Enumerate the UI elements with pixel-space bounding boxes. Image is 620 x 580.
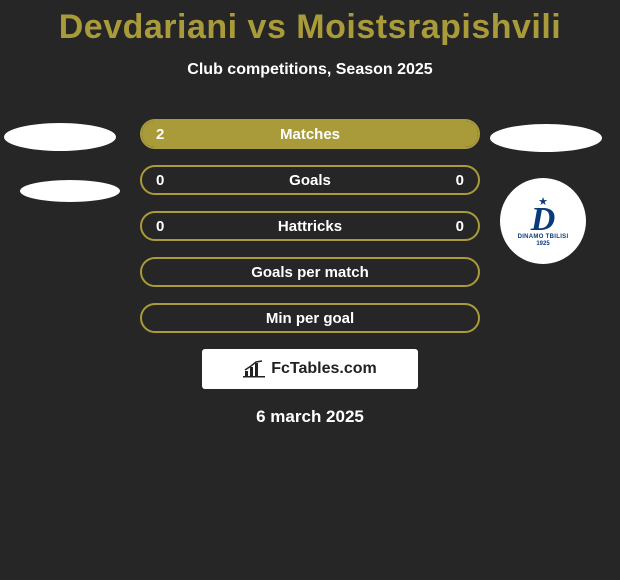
stat-label: Matches	[142, 121, 478, 147]
club-right-logo: ★ D DINAMO TBILISI 1925	[500, 178, 586, 264]
club-left-logo-placeholder	[20, 180, 120, 202]
bar-chart-icon	[243, 360, 265, 378]
subtitle: Club competitions, Season 2025	[0, 61, 620, 79]
stat-row-matches: 2 Matches	[140, 119, 480, 149]
badge-text: DINAMO TBILISI	[518, 234, 569, 240]
stat-row-goals: 0 Goals 0	[140, 165, 480, 195]
date-text: 6 march 2025	[0, 407, 620, 427]
badge-year: 1925	[536, 241, 549, 247]
stat-label: Goals per match	[142, 259, 478, 285]
stat-label: Min per goal	[142, 305, 478, 331]
site-attribution[interactable]: FcTables.com	[202, 349, 418, 389]
stat-row-goals-per-match: Goals per match	[140, 257, 480, 287]
stat-label: Hattricks	[142, 213, 478, 239]
stat-row-hattricks: 0 Hattricks 0	[140, 211, 480, 241]
player-right-photo-placeholder	[490, 124, 602, 152]
stat-row-min-per-goal: Min per goal	[140, 303, 480, 333]
stat-value-right: 0	[456, 167, 464, 193]
stat-value-right: 0	[456, 213, 464, 239]
badge-letter: D	[531, 206, 556, 235]
player-left-photo-placeholder	[4, 123, 116, 151]
page-title: Devdariani vs Moistsrapishvili	[0, 0, 620, 47]
site-label: FcTables.com	[271, 360, 377, 378]
stat-label: Goals	[142, 167, 478, 193]
